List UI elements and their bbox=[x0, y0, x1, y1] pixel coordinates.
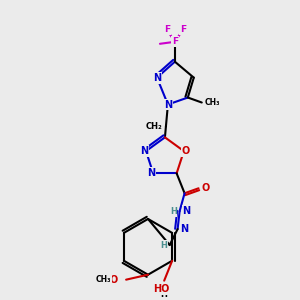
Text: HO: HO bbox=[153, 284, 169, 294]
Text: N: N bbox=[153, 73, 161, 82]
Text: CH₃: CH₃ bbox=[205, 98, 220, 107]
Text: O: O bbox=[202, 183, 210, 193]
Text: F: F bbox=[172, 37, 178, 46]
Text: N: N bbox=[164, 100, 172, 110]
Text: N: N bbox=[181, 224, 189, 234]
Text: N: N bbox=[140, 146, 148, 156]
Text: CH₂: CH₂ bbox=[145, 122, 162, 131]
Text: H: H bbox=[161, 290, 168, 299]
Text: F: F bbox=[180, 26, 186, 34]
Text: O: O bbox=[182, 146, 190, 156]
Text: H: H bbox=[160, 241, 167, 250]
Text: F: F bbox=[164, 26, 170, 34]
Text: H: H bbox=[170, 207, 177, 216]
Text: N: N bbox=[183, 206, 191, 216]
Text: O: O bbox=[160, 284, 168, 294]
Text: N: N bbox=[147, 168, 155, 178]
Text: CH₃: CH₃ bbox=[96, 275, 111, 284]
Text: O: O bbox=[110, 275, 118, 285]
